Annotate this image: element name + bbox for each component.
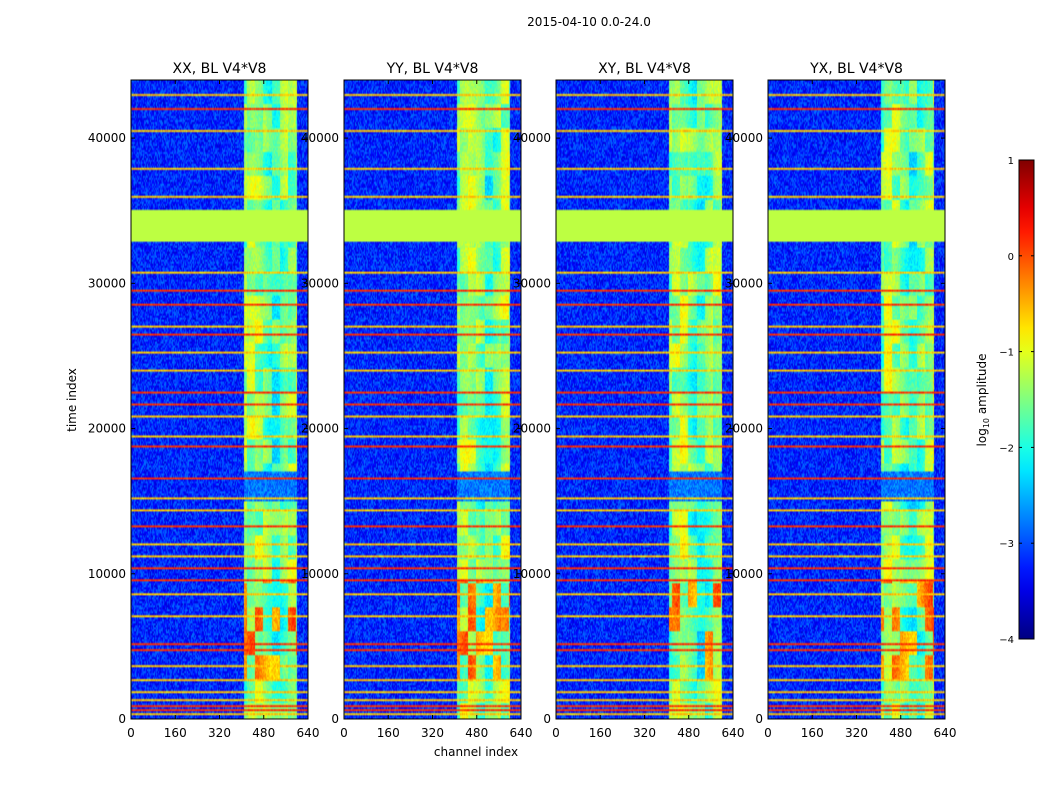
colorbar-label: log10 amplitude bbox=[975, 354, 991, 447]
colorbar-gradient bbox=[1018, 159, 1035, 640]
y-tick-label: 30000 bbox=[513, 276, 551, 290]
y-tick-label: 40000 bbox=[513, 131, 551, 145]
x-tick-label: 320 bbox=[633, 726, 656, 740]
y-tick-label: 20000 bbox=[301, 422, 339, 436]
colorbar-tick-label: −3 bbox=[999, 539, 1014, 550]
panel-xy: XY, BL V4*V8 0 160 320 480 640 0 10000 20000 3000… bbox=[513, 61, 745, 740]
x-tick-label: 160 bbox=[589, 726, 612, 740]
y-tick-label: 0 bbox=[118, 712, 126, 726]
x-tick-label: 320 bbox=[421, 726, 444, 740]
panel-yy: YY, BL V4*V8 0 160 320 480 640 0 10000 20000 3000… bbox=[301, 61, 533, 740]
x-tick-label: 0 bbox=[552, 726, 560, 740]
x-tick-label: 480 bbox=[677, 726, 700, 740]
x-axis-label: channel index bbox=[434, 745, 518, 759]
x-tick-label: 640 bbox=[510, 726, 533, 740]
x-tick-label: 480 bbox=[252, 726, 275, 740]
panel-title: YX, BL V4*V8 bbox=[809, 61, 903, 77]
x-tick-label: 0 bbox=[764, 726, 772, 740]
panel-title: XY, BL V4*V8 bbox=[598, 61, 691, 77]
colorbar-tick-label: −1 bbox=[999, 348, 1014, 359]
colorbar-tick-label: −2 bbox=[999, 443, 1014, 454]
y-tick-label: 40000 bbox=[88, 131, 126, 145]
colorbar-tick-label: 1 bbox=[1008, 156, 1014, 167]
y-tick-label: 30000 bbox=[88, 276, 126, 290]
panel-group: XX, BL V4*V8 0 160 320 480 640 0 10000 20000 3000… bbox=[88, 61, 957, 740]
heatmap-image bbox=[556, 80, 733, 719]
x-tick-label: 320 bbox=[845, 726, 868, 740]
y-tick-label: 10000 bbox=[301, 567, 339, 581]
y-tick-label: 20000 bbox=[88, 422, 126, 436]
x-tick-label: 0 bbox=[340, 726, 348, 740]
x-tick-label: 480 bbox=[465, 726, 488, 740]
panel-xx: XX, BL V4*V8 0 160 320 480 640 0 10000 20000 3000… bbox=[88, 61, 320, 740]
x-tick-label: 640 bbox=[297, 726, 320, 740]
heatmap-image bbox=[131, 80, 308, 719]
x-tick-label: 640 bbox=[722, 726, 745, 740]
x-tick-label: 160 bbox=[377, 726, 400, 740]
heatmap-image bbox=[768, 80, 945, 719]
y-tick-label: 20000 bbox=[513, 422, 551, 436]
y-tick-label: 40000 bbox=[301, 131, 339, 145]
y-tick-label: 10000 bbox=[88, 567, 126, 581]
heatmap-image bbox=[344, 80, 521, 719]
x-tick-label: 480 bbox=[889, 726, 912, 740]
y-tick-label: 30000 bbox=[301, 276, 339, 290]
panel-title: YY, BL V4*V8 bbox=[386, 61, 479, 77]
x-tick-label: 160 bbox=[801, 726, 824, 740]
colorbar: 1 0 −1 −2 −3 −4 log10 amplitude bbox=[975, 156, 1035, 646]
colorbar-tick-label: −4 bbox=[999, 635, 1014, 646]
x-tick-label: 0 bbox=[127, 726, 135, 740]
y-tick-label: 10000 bbox=[725, 567, 763, 581]
colorbar-tick-label: 0 bbox=[1008, 252, 1014, 263]
y-tick-label: 10000 bbox=[513, 567, 551, 581]
x-tick-label: 320 bbox=[208, 726, 231, 740]
figure-title: 2015-04-10 0.0-24.0 bbox=[527, 15, 651, 29]
panel-title: XX, BL V4*V8 bbox=[173, 61, 267, 77]
panel-yx: YX, BL V4*V8 0 160 320 480 640 0 10000 20000 3000… bbox=[725, 61, 957, 740]
y-tick-label: 0 bbox=[755, 712, 763, 726]
y-axis-label: time index bbox=[65, 368, 79, 432]
y-tick-label: 40000 bbox=[725, 131, 763, 145]
y-tick-label: 20000 bbox=[725, 422, 763, 436]
x-tick-label: 640 bbox=[934, 726, 957, 740]
y-tick-label: 0 bbox=[543, 712, 551, 726]
y-tick-label: 30000 bbox=[725, 276, 763, 290]
x-tick-label: 160 bbox=[164, 726, 187, 740]
y-tick-label: 0 bbox=[331, 712, 339, 726]
